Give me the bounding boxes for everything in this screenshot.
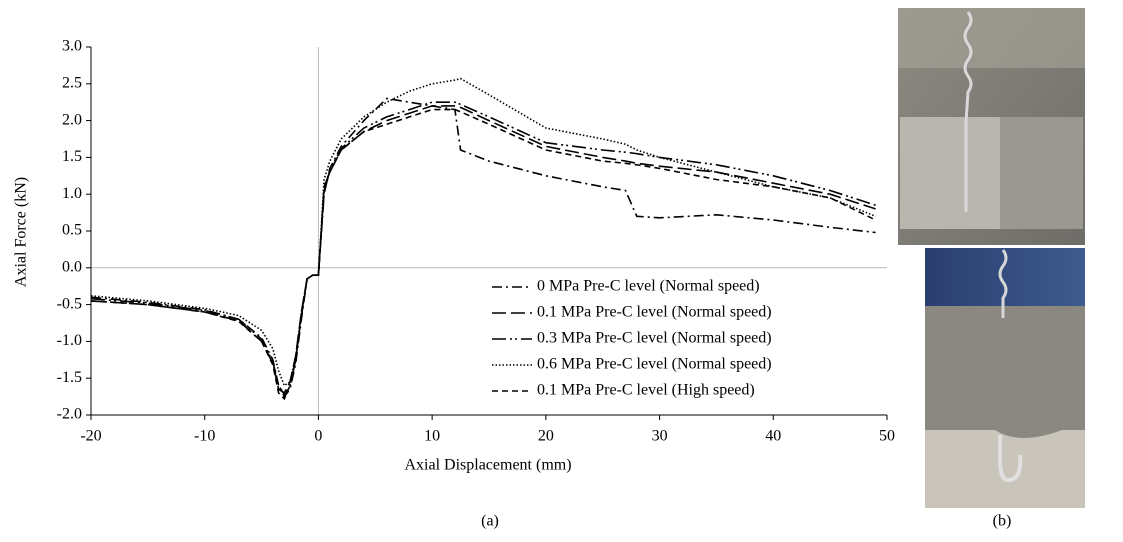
y-tick-label: 2.0 [62,111,82,128]
legend-label: 0.1 MPa Pre-C level (High speed) [537,382,755,399]
series-line [90,101,876,396]
x-tick-label: 10 [424,428,440,445]
legend-label: 0 MPa Pre-C level (Normal speed) [537,278,760,295]
y-tick-label: -2.0 [57,406,82,423]
x-tick-label: 50 [879,428,895,445]
y-tick-label: 1.0 [62,185,82,202]
x-tick-label: -20 [80,428,101,445]
y-tick-label: -1.5 [57,369,82,386]
legend-label: 0.6 MPa Pre-C level (Normal speed) [537,356,772,373]
y-tick-label: -1.0 [57,332,82,349]
series-line [90,105,876,395]
y-tick-label: 1.5 [62,148,82,165]
legend-label: 0.1 MPa Pre-C level (Normal speed) [537,304,772,321]
y-tick-label: 2.5 [62,74,82,91]
photo-bottom [925,248,1085,508]
series-line [90,108,876,401]
x-tick-label: 20 [538,428,554,445]
x-tick-label: 30 [652,428,668,445]
series-line [90,97,876,399]
y-tick-label: 0.0 [62,258,82,275]
y-tick-label: -0.5 [57,295,82,312]
legend-label: 0.3 MPa Pre-C level (Normal speed) [537,330,772,347]
photo-top [898,8,1085,245]
x-tick-label: 0 [314,428,322,445]
x-tick-label: 40 [765,428,781,445]
y-axis-label: Axial Force (kN) [13,177,30,287]
y-tick-label: 3.0 [62,38,82,55]
x-tick-label: -10 [194,428,215,445]
x-axis-label: Axial Displacement (mm) [404,457,571,474]
caption-b: (b) [993,513,1012,530]
y-tick-label: 0.5 [62,222,82,239]
caption-a: (a) [481,513,499,530]
